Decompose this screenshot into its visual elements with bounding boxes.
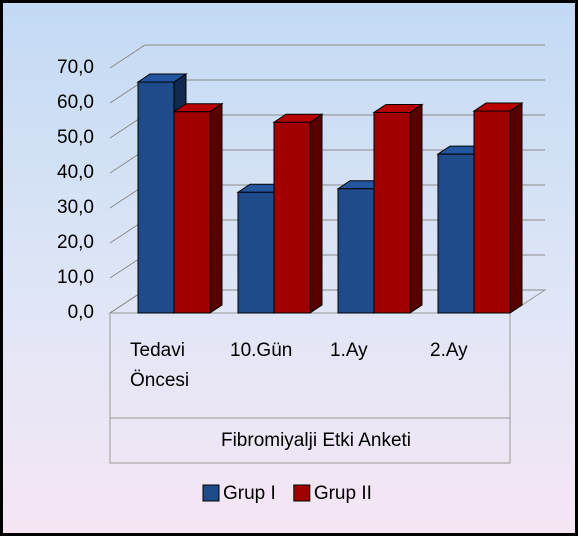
x-tick-label: Tedavi Öncesi bbox=[130, 340, 190, 391]
bar-side bbox=[209, 102, 223, 314]
bar bbox=[237, 191, 275, 314]
bar bbox=[473, 110, 511, 314]
legend-label: Grup II bbox=[314, 483, 372, 504]
legend-swatch bbox=[202, 484, 220, 502]
bar bbox=[337, 188, 375, 314]
x-tick-label: 2.Ay bbox=[430, 340, 468, 361]
bar bbox=[373, 111, 411, 314]
y-tick-label: 30,0 bbox=[57, 197, 94, 218]
bar-side bbox=[309, 113, 323, 314]
bar bbox=[273, 121, 311, 314]
y-tick-label: 20,0 bbox=[57, 232, 94, 253]
bar bbox=[173, 111, 211, 314]
x-tick-label: 10.Gün bbox=[230, 340, 293, 361]
x-axis-title: Fibromiyalji Etki Anketi bbox=[221, 430, 411, 451]
axis-box bbox=[109, 313, 511, 464]
bar-side bbox=[409, 103, 423, 314]
chart: Fibromiyalji Etki Anketi 0,0 10,0 20,0 30,0… bbox=[57, 44, 547, 504]
x-tick-label: 1.Ay bbox=[330, 340, 368, 361]
legend-swatch bbox=[293, 484, 311, 502]
y-tick-label: 40,0 bbox=[57, 162, 94, 183]
y-tick-label: 50,0 bbox=[57, 127, 94, 148]
bar-side bbox=[509, 102, 523, 314]
bar bbox=[137, 81, 175, 314]
y-tick-label: 70,0 bbox=[57, 57, 94, 78]
grid-line bbox=[109, 44, 545, 69]
y-tick-label: 10,0 bbox=[57, 267, 94, 288]
bar bbox=[437, 153, 475, 314]
legend-label: Grup I bbox=[223, 483, 276, 504]
y-tick-label: 0,0 bbox=[68, 302, 94, 323]
y-tick-label: 60,0 bbox=[57, 92, 94, 113]
